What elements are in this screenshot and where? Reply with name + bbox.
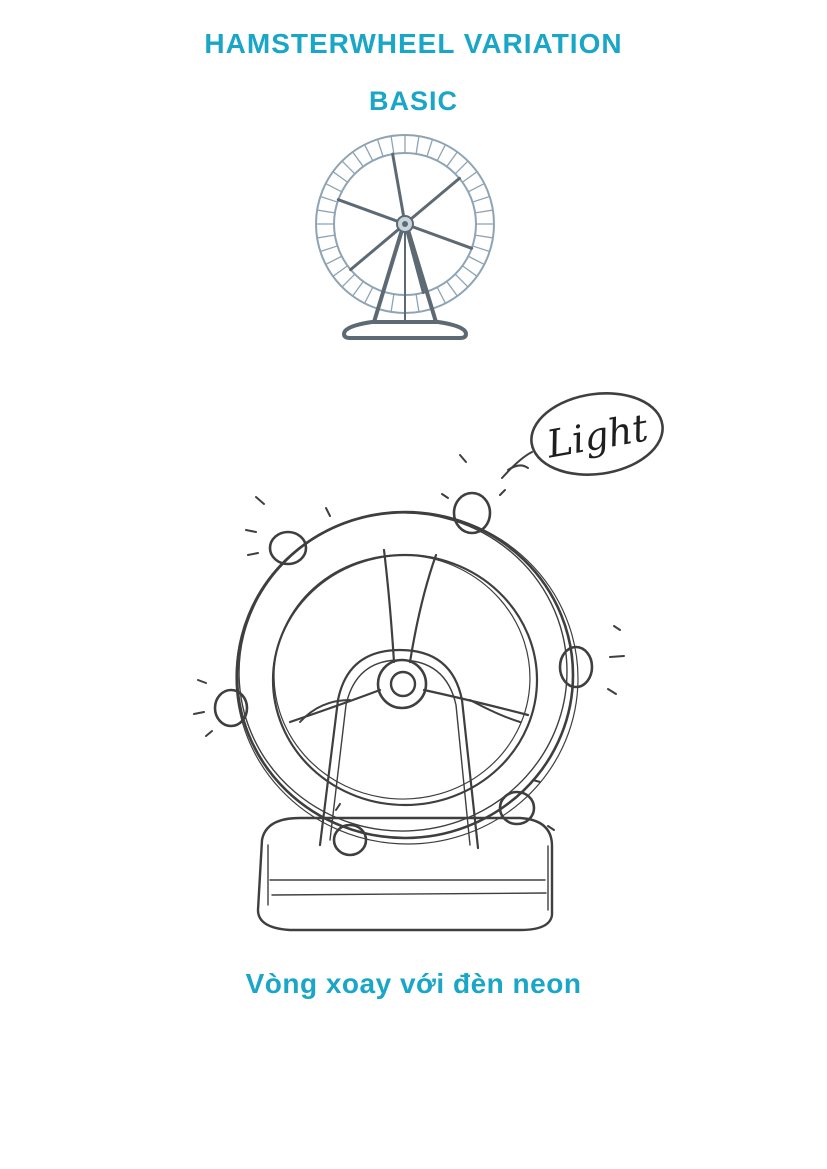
light-bubble-label: Light [543, 405, 652, 466]
hamster-wheel-icon [315, 134, 495, 340]
page-subtitle: BASIC [368, 86, 458, 116]
page-title: HAMSTERWHEEL VARIATION [204, 28, 623, 59]
sketch-caption: Vòng xoay với đèn neon [245, 968, 582, 999]
